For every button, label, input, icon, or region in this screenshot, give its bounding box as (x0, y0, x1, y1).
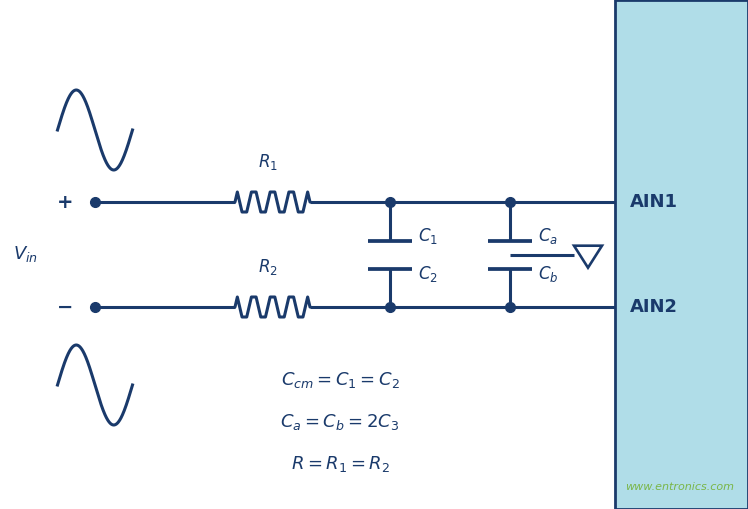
Text: $C_b$: $C_b$ (538, 265, 559, 285)
Text: −: − (57, 297, 73, 317)
Text: +: + (57, 192, 73, 212)
Text: AIN2: AIN2 (630, 298, 678, 316)
Text: $R_1$: $R_1$ (257, 152, 278, 172)
Text: $V_{in}$: $V_{in}$ (13, 244, 37, 265)
Text: $C_a = C_b = 2C_3$: $C_a = C_b = 2C_3$ (280, 412, 399, 432)
Text: $C_2$: $C_2$ (418, 265, 438, 285)
Text: $R = R_1 = R_2$: $R = R_1 = R_2$ (290, 454, 390, 474)
Bar (615, 0, 748, 509)
Text: www.entronics.com: www.entronics.com (625, 482, 735, 492)
Text: $R_2$: $R_2$ (257, 257, 278, 277)
Text: $C_1$: $C_1$ (418, 227, 438, 246)
Text: $C_a$: $C_a$ (538, 227, 558, 246)
Text: $C_{cm} = C_1 = C_2$: $C_{cm} = C_1 = C_2$ (280, 370, 399, 390)
Text: AIN1: AIN1 (630, 193, 678, 211)
